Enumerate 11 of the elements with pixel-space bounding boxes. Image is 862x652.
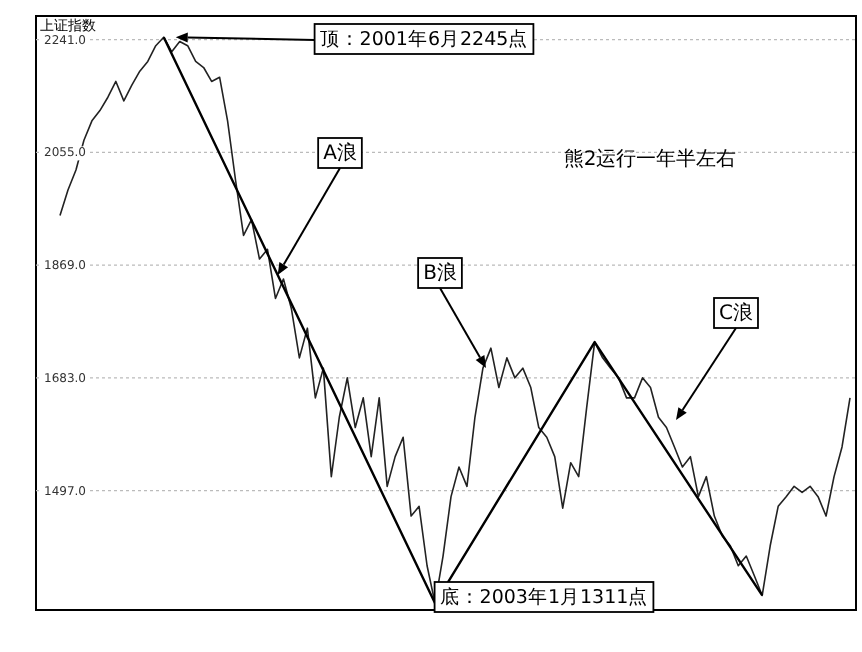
annotation: B浪 [423, 261, 457, 285]
annotation: 底：2003年1月1311点 [433, 581, 655, 613]
annotation: C浪 [676, 297, 759, 420]
annotation: 顶：2001年6月2245点 [175, 23, 535, 55]
annotation: 顶：2001年6月2245点 [319, 27, 529, 51]
annotation: B浪 [417, 257, 486, 368]
annotation: A浪 [277, 137, 363, 275]
annotation: C浪 [719, 301, 753, 325]
annotation: 熊2运行一年半左右 [563, 149, 737, 171]
annotation: A浪 [323, 141, 357, 165]
annotation: 底：2003年1月1311点 [439, 585, 649, 609]
